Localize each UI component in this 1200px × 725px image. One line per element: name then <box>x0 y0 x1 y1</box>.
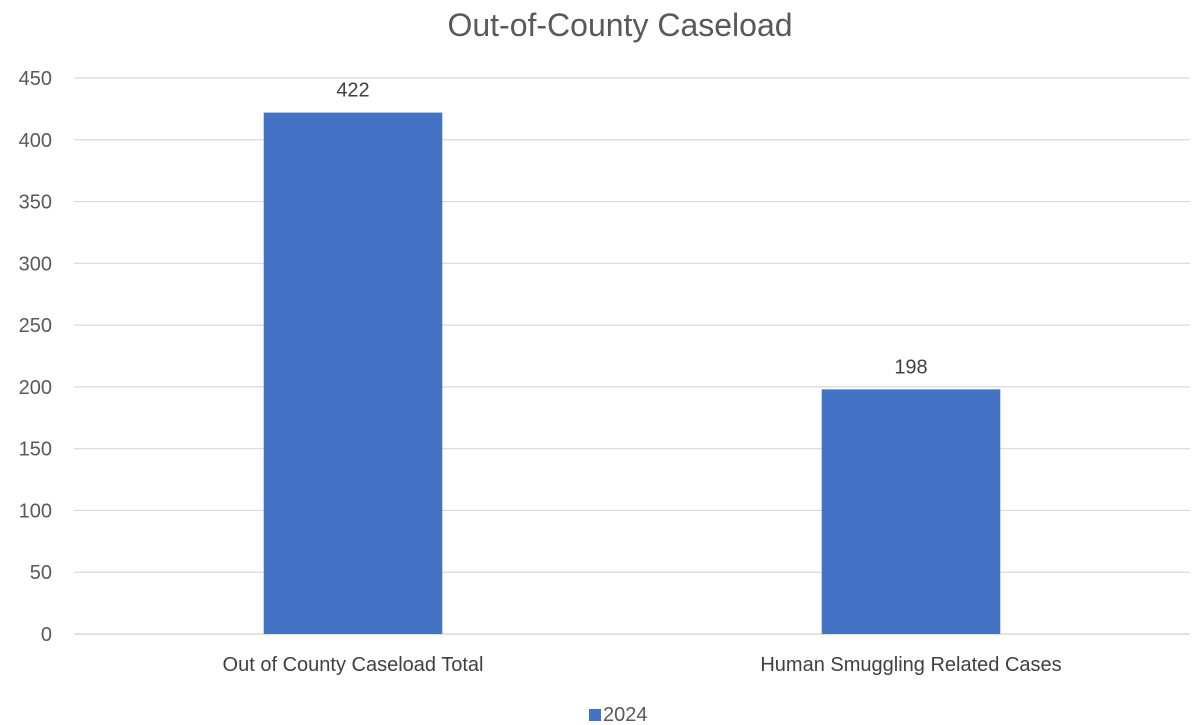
legend: 2024 <box>589 704 648 725</box>
y-tick-label: 400 <box>19 130 52 152</box>
bar <box>821 389 1001 634</box>
y-tick-label: 100 <box>19 500 52 522</box>
y-tick-label: 350 <box>19 192 52 214</box>
legend-swatch <box>589 709 601 721</box>
x-category-label: Out of County Caseload Total <box>223 654 484 676</box>
chart-title: Out-of-County Caseload <box>447 7 792 43</box>
bar <box>263 112 443 634</box>
data-labels: 422 198 <box>336 80 927 379</box>
y-tick-label: 0 <box>41 624 52 646</box>
data-label: 198 <box>894 356 927 378</box>
data-label: 422 <box>336 80 369 102</box>
bars <box>263 112 1001 634</box>
y-axis-tick-labels: 0 50 100 150 200 250 300 350 400 450 <box>19 68 52 646</box>
y-tick-label: 250 <box>19 315 52 337</box>
y-tick-label: 300 <box>19 253 52 275</box>
y-tick-label: 200 <box>19 377 52 399</box>
x-category-label: Human Smuggling Related Cases <box>760 654 1061 676</box>
legend-label: 2024 <box>603 704 648 725</box>
y-tick-label: 450 <box>19 68 52 90</box>
x-axis-category-labels: Out of County Caseload Total Human Smuggl… <box>223 654 1062 676</box>
y-tick-label: 150 <box>19 439 52 461</box>
gridlines <box>74 77 1190 635</box>
y-tick-label: 50 <box>30 562 52 584</box>
